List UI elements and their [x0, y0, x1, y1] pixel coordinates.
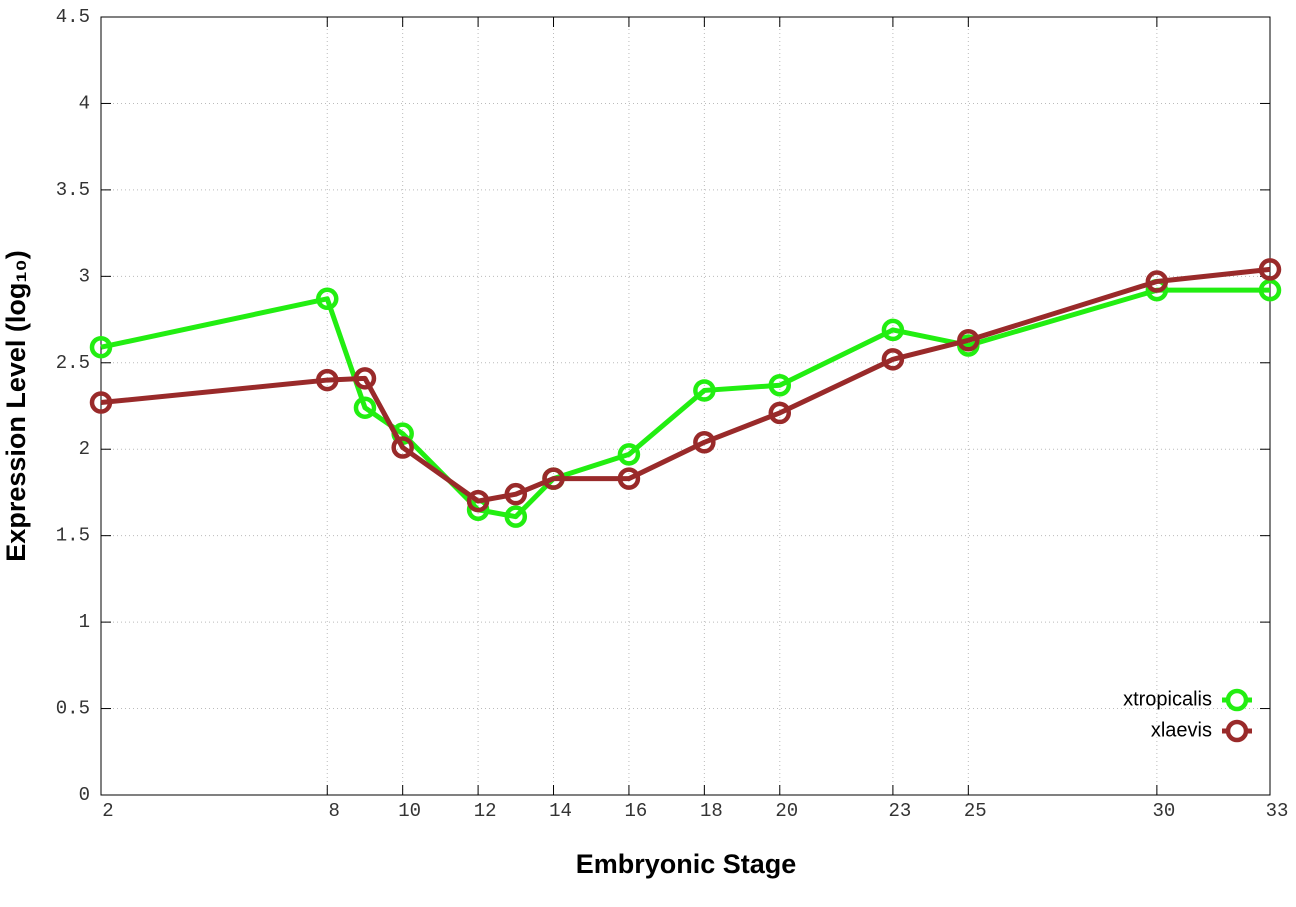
legend-label: xtropicalis [1123, 688, 1212, 710]
data-point [768, 401, 792, 425]
data-point [617, 467, 641, 490]
x-tick-label: 33 [1266, 800, 1289, 822]
data-point [617, 443, 641, 466]
data-point [957, 329, 980, 352]
data-point [504, 505, 528, 528]
y-tick-label: 0 [79, 784, 90, 806]
data-point [693, 379, 716, 402]
data-point [881, 318, 905, 342]
y-tick-label: 0.5 [56, 698, 90, 720]
legend-marker [1225, 719, 1249, 743]
x-tick-label: 14 [549, 800, 572, 822]
x-tick-label: 8 [329, 800, 340, 822]
legend-label: xlaevis [1151, 719, 1212, 741]
data-point [353, 396, 377, 419]
series-line [100, 287, 1270, 520]
x-axis-label: Embryonic Stage [576, 849, 797, 879]
y-tick-label: 4.5 [56, 6, 90, 28]
x-tick-label: 18 [700, 800, 723, 822]
data-point [316, 368, 339, 392]
x-tick-label: 12 [474, 800, 497, 822]
data-point [1145, 270, 1169, 293]
data-point [353, 367, 377, 390]
y-axis-label: Expression Level (log₁₀) [1, 250, 31, 561]
data-point [1258, 278, 1282, 302]
x-tick-label: 30 [1152, 800, 1175, 822]
x-tick-label: 16 [625, 800, 648, 822]
data-point [542, 467, 565, 490]
data-point [391, 436, 414, 459]
data-point [89, 335, 113, 359]
data-point [693, 431, 716, 454]
series-line [100, 266, 1271, 504]
x-tick-label: 2 [102, 800, 113, 822]
data-point [1258, 258, 1282, 281]
y-tick-label: 1 [79, 611, 90, 633]
y-tick-label: 2.5 [56, 352, 90, 374]
data-point [768, 374, 792, 397]
y-tick-label: 3.5 [56, 179, 90, 201]
data-point [881, 348, 905, 371]
x-tick-label: 23 [888, 800, 911, 822]
data-point [504, 482, 528, 506]
y-tick-label: 2 [79, 438, 90, 460]
legend-marker [1225, 688, 1249, 712]
x-tick-label: 25 [964, 800, 987, 822]
data-point [466, 489, 490, 513]
y-tick-label: 3 [79, 265, 90, 287]
x-tick-label: 10 [398, 800, 421, 822]
y-tick-label: 1.5 [56, 525, 90, 547]
x-tick-label: 20 [775, 800, 798, 822]
data-point [89, 391, 113, 414]
data-point [316, 287, 339, 311]
y-tick-label: 4 [79, 92, 90, 114]
plot-frame [100, 16, 1271, 796]
